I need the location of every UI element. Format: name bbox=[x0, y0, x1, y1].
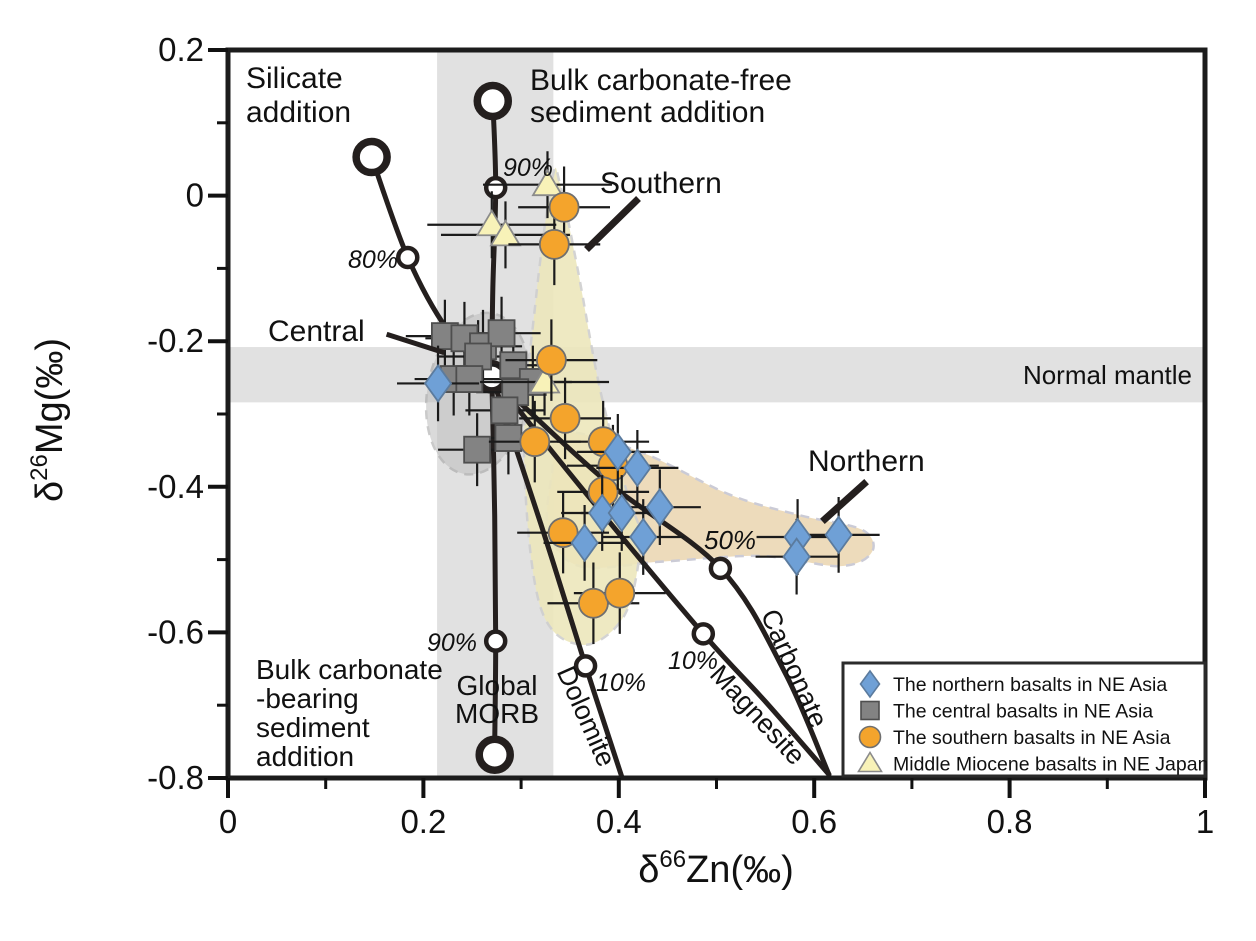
data-point-southern bbox=[538, 228, 570, 260]
silicate-addition-line-tick-80% bbox=[396, 245, 420, 270]
pct-10-dolomite-label: 10% bbox=[596, 669, 646, 697]
legend-label: The central basalts in NE Asia bbox=[893, 701, 1153, 723]
data-point-northern bbox=[570, 523, 599, 563]
bulk-carbonate-bearing-label: sediment bbox=[256, 712, 370, 743]
data-point-northern bbox=[423, 363, 453, 403]
silicate-addition-label: Silicate bbox=[246, 62, 343, 95]
x-tick-label: 0.8 bbox=[987, 803, 1033, 840]
data-point-northern bbox=[607, 493, 636, 533]
x-tick-label: 1 bbox=[1196, 803, 1214, 840]
data-point-southern bbox=[519, 426, 551, 458]
normal-mantle-band bbox=[230, 347, 1203, 403]
data-point-central bbox=[490, 396, 519, 425]
data-point-central bbox=[464, 342, 493, 371]
data-point-miocene bbox=[531, 168, 564, 197]
silicate-addition-label: addition bbox=[246, 96, 351, 129]
bulk-carbonate-bearing-label: Bulk carbonate bbox=[256, 654, 443, 685]
data-point-central bbox=[487, 319, 516, 348]
dolomite-line-tick-10% bbox=[573, 654, 598, 678]
pct-90-bottom-label: 90% bbox=[427, 629, 477, 657]
data-point-northern bbox=[824, 515, 853, 555]
bulk-carbonate-bearing-label: -bearing bbox=[256, 683, 359, 714]
legend-marker-square bbox=[860, 700, 880, 721]
legend-marker-diamond bbox=[859, 669, 881, 699]
plot-layer: 0 0.2 0.4 0.6 0.8 1 0.2 0 -0.2 -0.4 -0.6 -0.8 Silica… bbox=[147, 31, 1214, 840]
series-northern bbox=[397, 345, 880, 595]
data-point-southern bbox=[549, 402, 581, 434]
data-point-northern bbox=[623, 448, 652, 488]
x-tick-label: 0 bbox=[219, 803, 237, 840]
y-tick-label: 0.2 bbox=[158, 31, 204, 68]
carbonate-bearing-sediment-line-tick-90% bbox=[483, 629, 508, 653]
pct-80-label: 80% bbox=[348, 246, 398, 274]
carbonate-bearing-sediment-line bbox=[489, 373, 499, 746]
legend-marker-triangle bbox=[857, 750, 883, 773]
legend-box bbox=[841, 661, 1207, 778]
southern-pointer bbox=[584, 196, 641, 252]
y-tick-label: -0.2 bbox=[147, 322, 204, 359]
carbonate-free-sediment-line-endmember bbox=[473, 81, 513, 121]
data-point-central bbox=[455, 365, 484, 393]
bulk-carbonate-free-label: Bulk carbonate-free bbox=[530, 64, 792, 97]
global-morb-label: Global bbox=[457, 670, 538, 701]
data-point-miocene bbox=[489, 219, 522, 247]
x-axis-title: δ66Zn(‰) bbox=[638, 846, 794, 891]
legend-marker-circle bbox=[858, 725, 882, 749]
silicate-addition-line-endmember bbox=[352, 137, 391, 177]
central-pointer bbox=[385, 331, 446, 356]
series-miocene bbox=[427, 151, 612, 416]
data-point-southern bbox=[547, 517, 579, 549]
y-tick-label: -0.8 bbox=[147, 759, 204, 796]
data-point-southern bbox=[548, 191, 580, 223]
northern-pointer bbox=[820, 479, 869, 524]
legend-item-miocene: Middle Miocene basalts in NE Japan bbox=[857, 750, 1208, 776]
x-tick-label: 0.2 bbox=[400, 803, 446, 840]
y-tick-label: 0 bbox=[186, 177, 204, 214]
bulk-carbonate-free-label: sediment addition bbox=[530, 96, 765, 129]
global-morb-label: MORB bbox=[455, 698, 539, 729]
legend-item-northern: The northern basalts in NE Asia bbox=[859, 669, 1167, 699]
carbonate-line-tick-50% bbox=[708, 556, 733, 581]
southern-label: Southern bbox=[600, 167, 722, 200]
pct-50-label: 50% bbox=[704, 525, 756, 555]
data-point-northern bbox=[782, 537, 811, 577]
data-point-central bbox=[463, 435, 492, 464]
legend-item-southern: The southern basalts in NE Asia bbox=[858, 725, 1171, 749]
legend-label: The southern basalts in NE Asia bbox=[893, 727, 1171, 749]
x-tick-label: 0.6 bbox=[791, 803, 837, 840]
carbonate-bearing-sediment-line-endmember bbox=[475, 735, 514, 774]
legend-label: Middle Miocene basalts in NE Japan bbox=[893, 754, 1208, 776]
data-point-northern bbox=[645, 487, 674, 527]
data-point-northern bbox=[588, 493, 617, 533]
data-point-southern bbox=[577, 587, 609, 619]
pct-90-top-label: 90% bbox=[503, 154, 553, 182]
legend-label: The northern basalts in NE Asia bbox=[893, 674, 1167, 696]
pct-10-magnesite-label: 10% bbox=[668, 647, 718, 675]
y-axis-title: δ26Mg(‰) bbox=[26, 338, 71, 502]
data-point-northern bbox=[629, 517, 658, 557]
legend-item-central: The central basalts in NE Asia bbox=[860, 700, 1153, 723]
data-point-central bbox=[494, 424, 523, 452]
normal-mantle-label: Normal mantle bbox=[1023, 360, 1192, 390]
data-point-southern bbox=[604, 577, 636, 609]
x-tick-label: 0.4 bbox=[596, 803, 642, 840]
bulk-carbonate-bearing-label: addition bbox=[256, 741, 354, 772]
legend: The northern basalts in NE Asia The centr… bbox=[841, 661, 1208, 778]
data-point-miocene bbox=[475, 208, 508, 237]
data-point-southern bbox=[535, 344, 567, 376]
y-tick-label: -0.6 bbox=[147, 613, 204, 650]
data-point-northern bbox=[603, 432, 632, 472]
central-label: Central bbox=[268, 315, 365, 348]
y-tick-label: -0.4 bbox=[147, 468, 204, 505]
northern-label: Northern bbox=[808, 445, 925, 478]
magnesite-line-tick-10% bbox=[691, 622, 716, 646]
